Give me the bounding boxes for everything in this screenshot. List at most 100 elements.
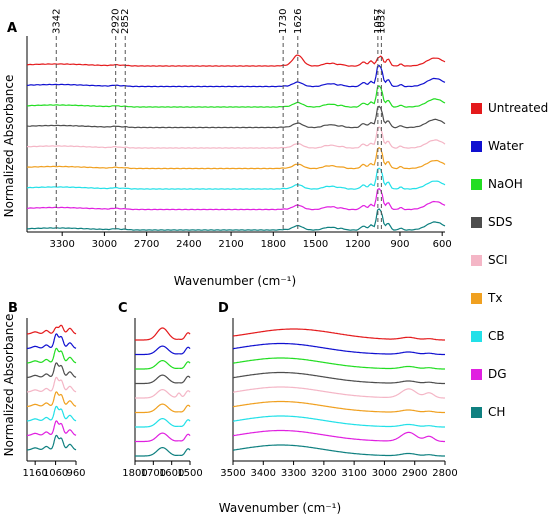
series-line-water	[26, 64, 446, 88]
legend-swatch-water	[471, 141, 482, 152]
series-line-sci	[135, 389, 191, 399]
x-tick-label: 2800	[432, 468, 457, 479]
series-line-water	[27, 333, 77, 349]
x-tick-label: 960	[66, 468, 85, 479]
series-line-untreated	[232, 328, 445, 341]
series-line-sds	[232, 371, 445, 385]
series-line-sci	[232, 386, 445, 399]
x-tick-label: 3400	[251, 468, 276, 479]
series-line-naoh	[232, 357, 445, 370]
series-line-ch	[232, 444, 445, 457]
series-line-sci	[27, 376, 77, 393]
legend-label-cb: CB	[488, 329, 505, 343]
x-tick-label: 1500	[177, 468, 202, 479]
series-line-tx	[135, 403, 191, 414]
series-line-cb	[135, 418, 191, 428]
series-line-dg	[232, 429, 445, 443]
peak-marker-label: 1032	[376, 9, 387, 34]
peak-marker-label: 2920	[111, 9, 122, 34]
legend-label-untreated: Untreated	[488, 101, 548, 115]
panel-label: A	[7, 21, 17, 36]
x-tick-label: 3500	[220, 468, 245, 479]
series-line-sds	[135, 374, 191, 385]
panel-a: 3300 3000 2700 2400 2100 1800 1500 1200 900 600 A 3…	[7, 9, 452, 250]
series-line-sds	[26, 105, 446, 129]
x-tick-label: 600	[433, 239, 452, 250]
legend-label-tx: Tx	[487, 291, 502, 305]
legend-swatch-sds	[471, 217, 482, 228]
legend-label-water: Water	[488, 139, 524, 153]
series-line-ch	[135, 447, 191, 457]
x-axis-label-bottom: Wavenumber (cm⁻¹)	[219, 501, 341, 515]
panel-label: D	[218, 301, 229, 316]
peak-marker-label: 2852	[120, 9, 131, 34]
x-axis-label-top: Wavenumber (cm⁻¹)	[174, 274, 296, 288]
series-line-cb	[27, 405, 77, 422]
series-line-dg	[135, 432, 191, 443]
legend-label-naoh: NaOH	[488, 177, 523, 191]
peak-marker-label: 1057	[373, 9, 384, 34]
peak-marker-label: 1626	[293, 9, 304, 34]
x-tick-label: 3000	[372, 468, 397, 479]
x-tick-label: 3100	[341, 468, 366, 479]
x-tick-label: 3300	[49, 239, 74, 250]
x-tick-label: 900	[390, 239, 409, 250]
series-line-naoh	[26, 85, 446, 108]
x-tick-label: 1700	[141, 468, 166, 479]
x-tick-label: 2400	[176, 239, 201, 250]
x-tick-label: 2100	[218, 239, 243, 250]
series-line-tx	[26, 146, 446, 170]
x-tick-label: 1500	[303, 239, 328, 250]
x-tick-label: 2900	[402, 468, 427, 479]
legend-label-sci: SCI	[488, 253, 508, 267]
series-line-ch	[27, 434, 77, 451]
x-tick-label: 1800	[122, 468, 147, 479]
series-line-tx	[232, 400, 445, 414]
series-line-ch	[26, 208, 446, 231]
legend-swatch-ch	[471, 407, 482, 418]
series-line-cb	[26, 167, 446, 190]
x-tick-label: 2700	[134, 239, 159, 250]
series-line-naoh	[27, 347, 77, 364]
x-tick-label: 1800	[261, 239, 286, 250]
legend-label-sds: SDS	[488, 215, 512, 229]
legend-swatch-sci	[471, 255, 482, 266]
series-line-dg	[27, 420, 77, 436]
series-line-sds	[27, 362, 77, 378]
legend-swatch-naoh	[471, 179, 482, 190]
series-line-dg	[26, 187, 446, 211]
panel-label: B	[8, 301, 18, 316]
series-line-untreated	[27, 324, 77, 335]
x-tick-label: 1200	[345, 239, 370, 250]
y-axis-label-bottom: Normalized Absorbance	[2, 314, 16, 457]
legend-swatch-tx	[471, 293, 482, 304]
legend-label-dg: DG	[488, 367, 507, 381]
series-line-untreated	[26, 54, 446, 67]
peak-marker-label: 3342	[51, 9, 62, 34]
series-line-water	[232, 342, 445, 356]
series-line-water	[135, 345, 191, 356]
x-tick-label: 1160	[22, 468, 47, 479]
panel-d: 3500 3400 3300 3200 3100 3000 2900 2800 D	[218, 301, 458, 479]
legend-swatch-cb	[471, 331, 482, 342]
legend-label-ch: CH	[488, 405, 505, 419]
x-tick-label: 3300	[281, 468, 306, 479]
legend: Untreated Water NaOH SDS SCI Tx CB DG CH	[471, 101, 548, 419]
series-line-sci	[26, 126, 446, 149]
x-tick-label: 3200	[311, 468, 336, 479]
peak-marker-label: 1730	[278, 9, 289, 34]
series-line-cb	[232, 415, 445, 428]
x-tick-label: 1600	[159, 468, 184, 479]
series-line-naoh	[135, 360, 191, 370]
y-axis-label-top: Normalized Absorbance	[2, 75, 16, 218]
x-tick-label: 1060	[43, 468, 68, 479]
x-tick-label: 3000	[92, 239, 117, 250]
legend-swatch-untreated	[471, 103, 482, 114]
panel-label: C	[118, 301, 128, 316]
series-line-tx	[27, 391, 77, 407]
series-line-untreated	[135, 327, 191, 341]
legend-swatch-dg	[471, 369, 482, 380]
